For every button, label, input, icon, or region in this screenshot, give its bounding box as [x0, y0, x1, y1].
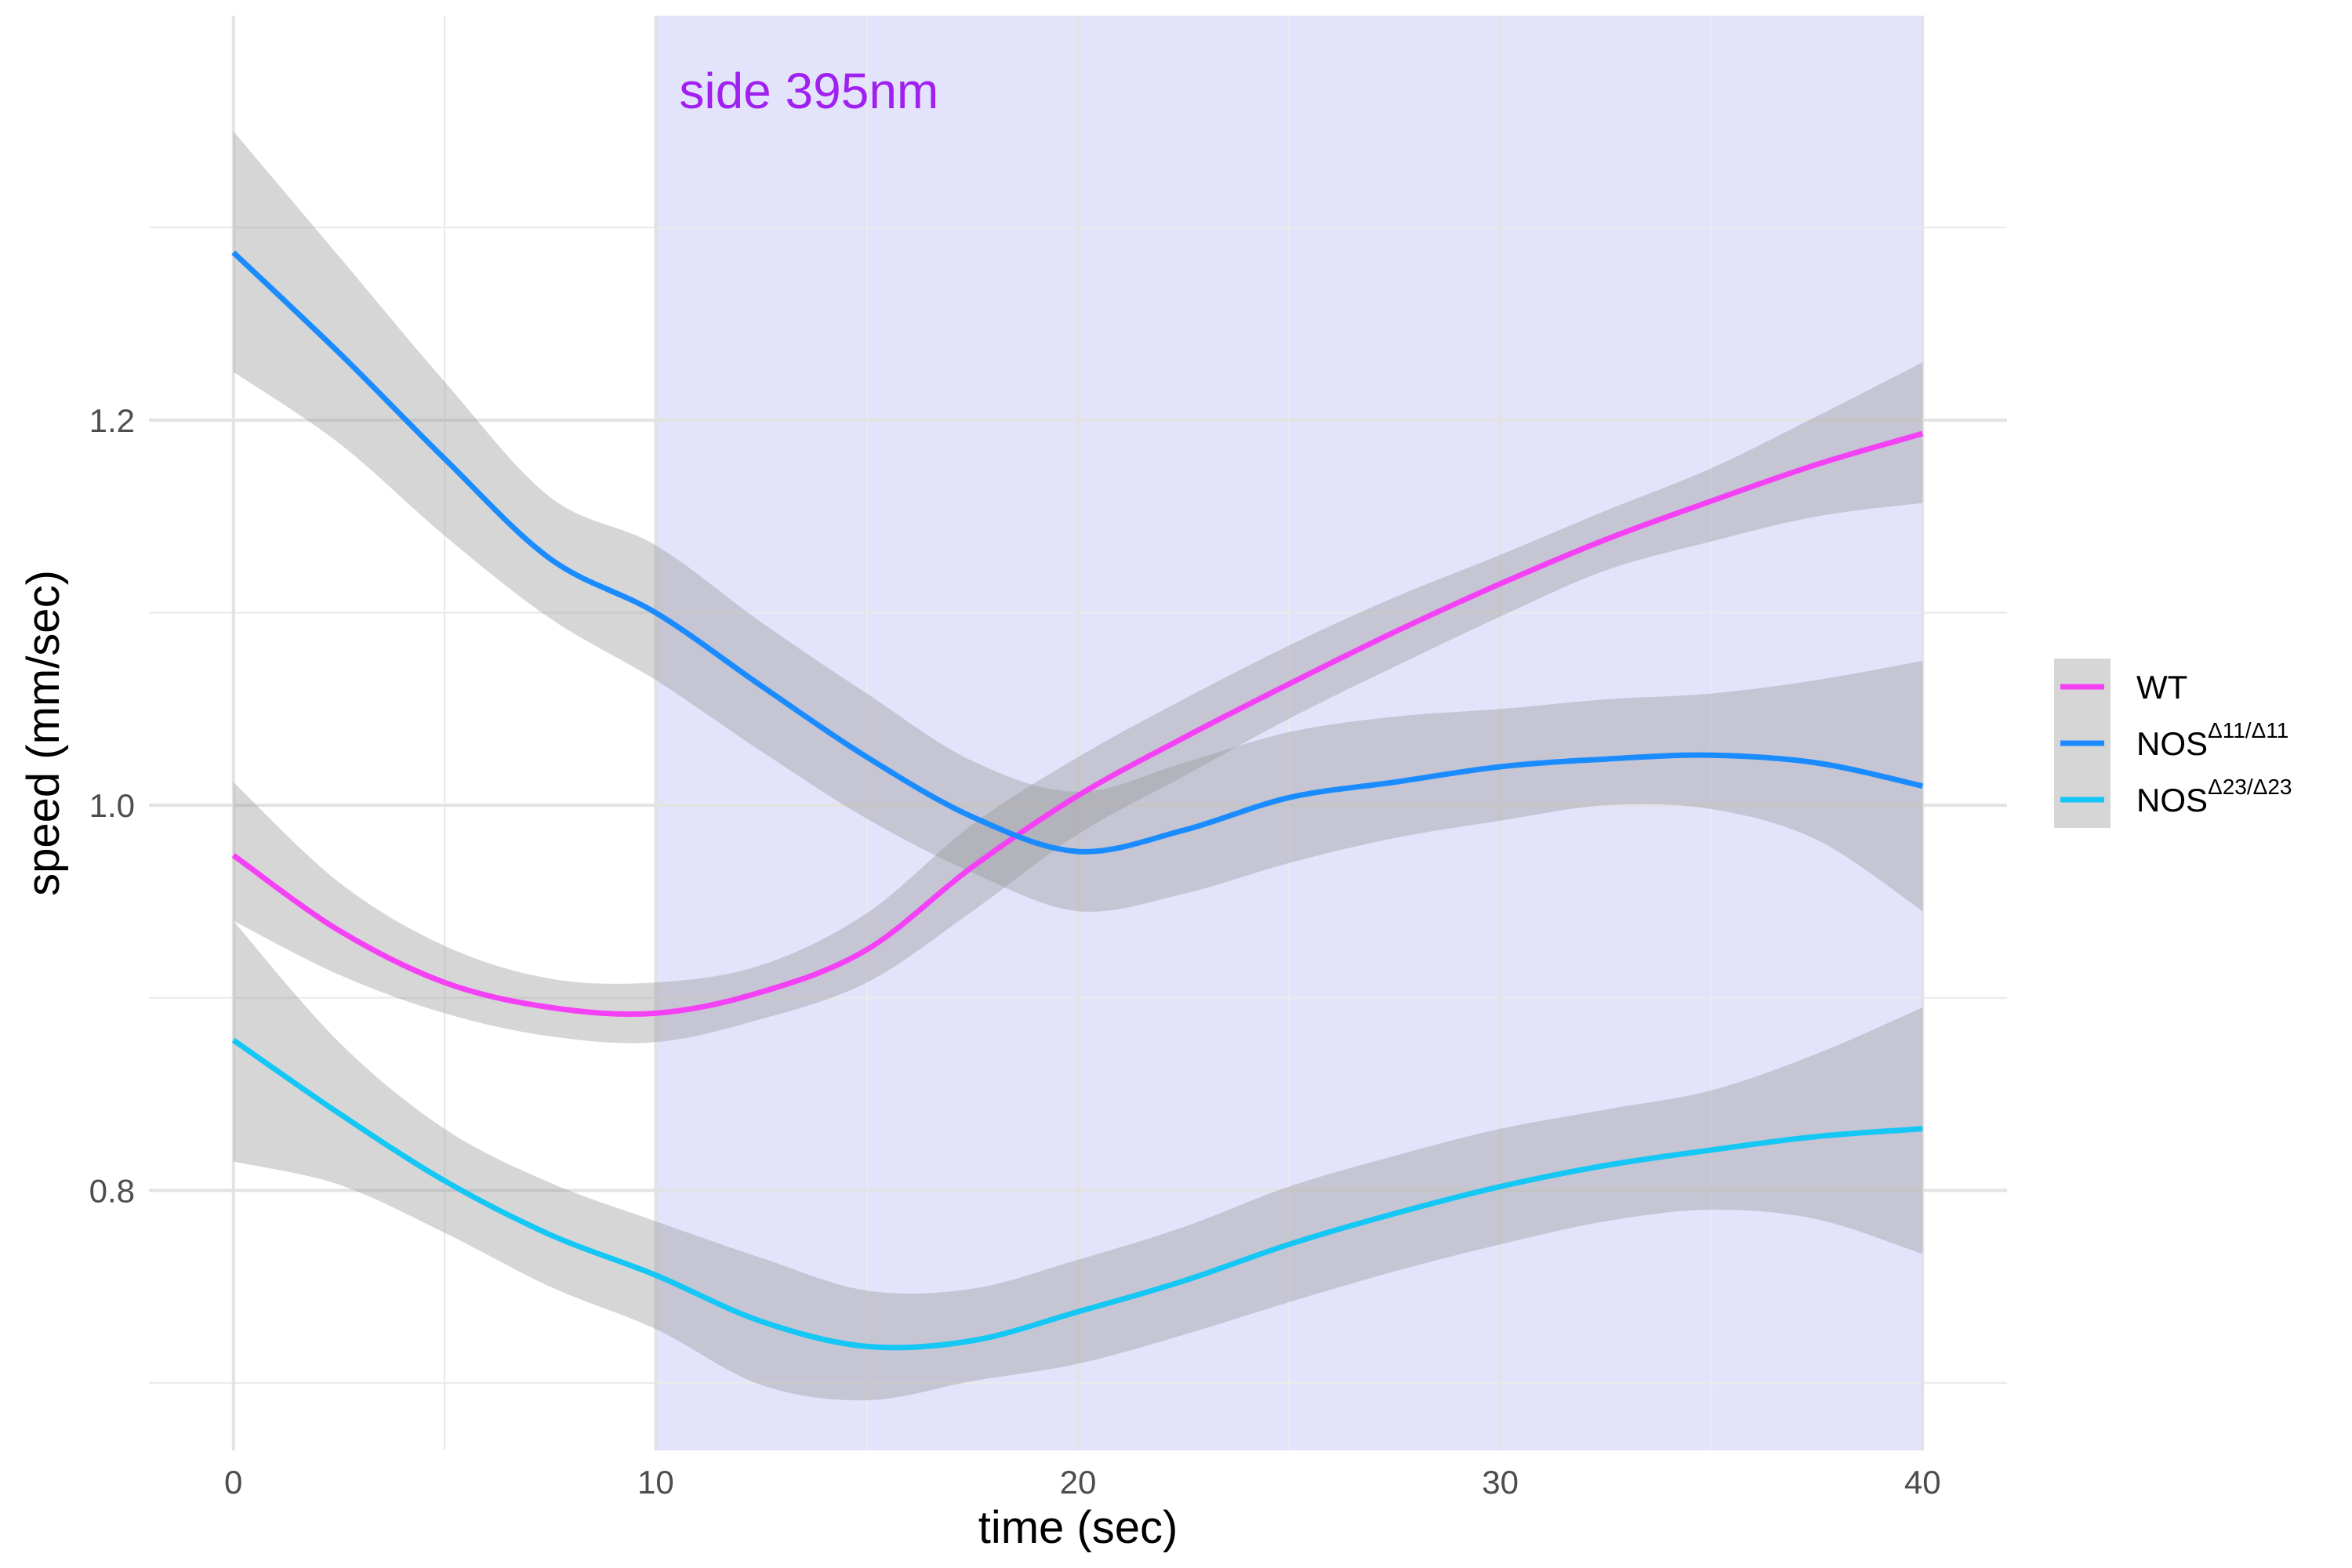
legend-label-base: NOS [2136, 725, 2208, 762]
annotation-layer: side 395nm [679, 63, 938, 119]
legend-item-1: WT [2054, 659, 2187, 715]
legend-label-superscript: Δ11/Δ11 [2208, 718, 2288, 742]
legend-label: NOSΔ23/Δ23 [2136, 775, 2292, 818]
legend-label-base: NOS [2136, 782, 2208, 818]
x-tick-label: 20 [1060, 1464, 1097, 1501]
legend-label-base: WT [2136, 669, 2187, 706]
y-tick-label: 0.8 [89, 1172, 135, 1209]
legend-label: WT [2136, 669, 2187, 706]
y-tick-label: 1.2 [89, 402, 135, 439]
x-tick-label: 0 [224, 1464, 242, 1501]
y-axis-title: speed (mm/sec) [18, 570, 69, 896]
x-tick-label: 40 [1904, 1464, 1941, 1501]
legend-item-3: NOSΔ23/Δ23 [2054, 771, 2292, 828]
x-tick-label: 10 [637, 1464, 674, 1501]
shaded-region-label: side 395nm [679, 63, 938, 119]
legend-label-superscript: Δ23/Δ23 [2208, 775, 2292, 799]
legend-label: NOSΔ11/Δ11 [2136, 718, 2288, 762]
legend-item-2: NOSΔ11/Δ11 [2054, 715, 2288, 771]
y-tick-label: 1.0 [89, 787, 135, 824]
x-axis-title: time (sec) [978, 1502, 1178, 1553]
x-tick-label: 30 [1482, 1464, 1519, 1501]
